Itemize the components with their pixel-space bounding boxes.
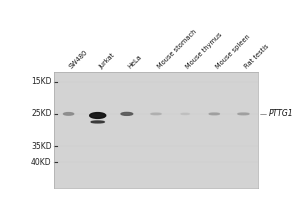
Text: 25KD: 25KD [31, 109, 52, 118]
Text: 15KD: 15KD [31, 77, 52, 86]
Text: Mouse stomach: Mouse stomach [156, 29, 197, 70]
Text: 35KD: 35KD [31, 142, 52, 151]
Text: Rat testis: Rat testis [243, 43, 270, 70]
Text: Mouse spleen: Mouse spleen [214, 33, 251, 70]
Ellipse shape [209, 113, 219, 115]
Ellipse shape [238, 113, 249, 115]
Ellipse shape [91, 121, 104, 123]
Ellipse shape [90, 113, 106, 118]
Text: —: — [260, 111, 266, 117]
Ellipse shape [121, 112, 133, 115]
Text: HeLa: HeLa [127, 54, 143, 70]
Ellipse shape [151, 113, 161, 115]
Text: Jurkat: Jurkat [98, 52, 116, 70]
Ellipse shape [181, 113, 189, 115]
Text: SW480: SW480 [69, 49, 89, 70]
Text: Mouse thymus: Mouse thymus [185, 31, 224, 70]
Text: PTTG1: PTTG1 [268, 109, 293, 118]
Text: 40KD: 40KD [31, 158, 52, 167]
Ellipse shape [64, 113, 74, 115]
